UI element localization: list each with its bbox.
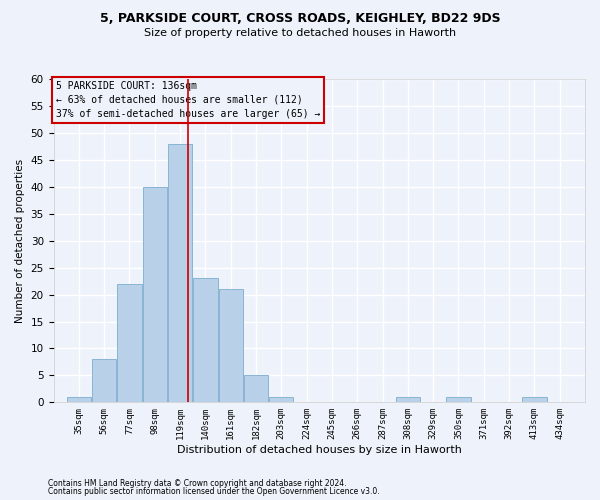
Bar xyxy=(143,187,167,402)
Bar xyxy=(92,359,116,403)
Bar xyxy=(244,376,268,402)
Bar xyxy=(446,397,470,402)
Bar xyxy=(168,144,192,402)
Bar xyxy=(67,397,91,402)
Bar xyxy=(269,397,293,402)
Text: 5, PARKSIDE COURT, CROSS ROADS, KEIGHLEY, BD22 9DS: 5, PARKSIDE COURT, CROSS ROADS, KEIGHLEY… xyxy=(100,12,500,26)
Bar xyxy=(218,289,243,403)
Bar xyxy=(117,284,142,403)
Text: Contains HM Land Registry data © Crown copyright and database right 2024.: Contains HM Land Registry data © Crown c… xyxy=(48,478,347,488)
Text: Size of property relative to detached houses in Haworth: Size of property relative to detached ho… xyxy=(144,28,456,38)
Bar xyxy=(193,278,218,402)
Bar xyxy=(522,397,547,402)
Y-axis label: Number of detached properties: Number of detached properties xyxy=(15,158,25,322)
X-axis label: Distribution of detached houses by size in Haworth: Distribution of detached houses by size … xyxy=(177,445,462,455)
Bar xyxy=(395,397,420,402)
Text: Contains public sector information licensed under the Open Government Licence v3: Contains public sector information licen… xyxy=(48,487,380,496)
Text: 5 PARKSIDE COURT: 136sqm
← 63% of detached houses are smaller (112)
37% of semi-: 5 PARKSIDE COURT: 136sqm ← 63% of detach… xyxy=(56,80,320,118)
